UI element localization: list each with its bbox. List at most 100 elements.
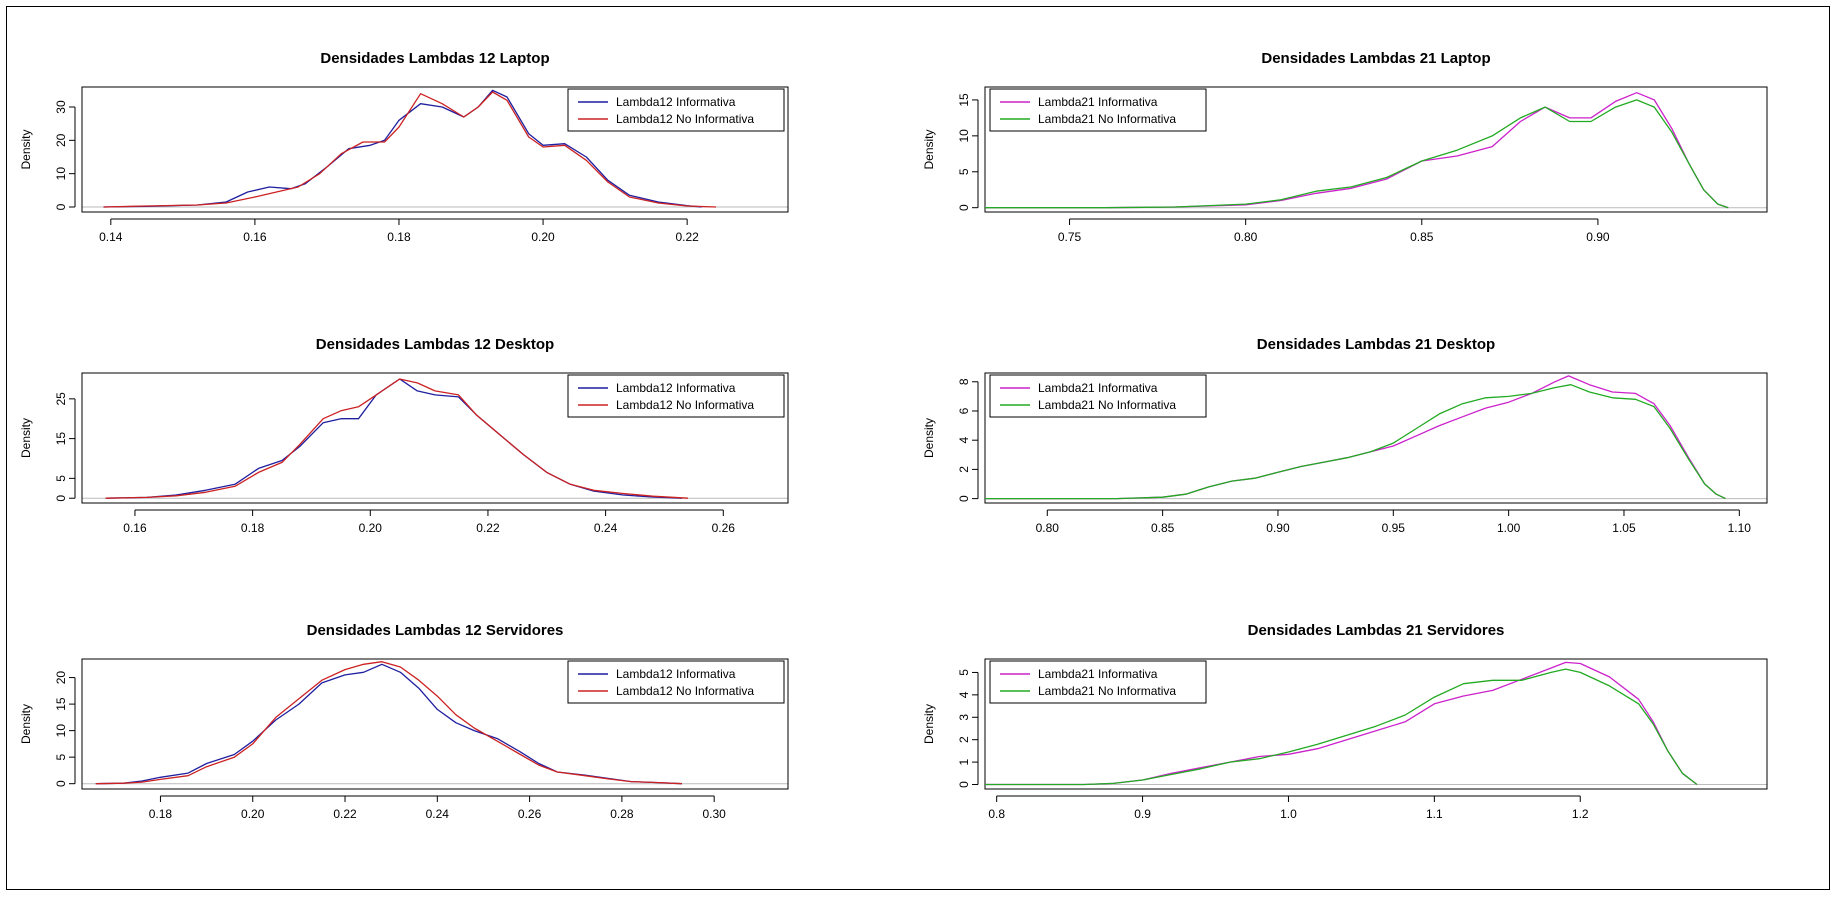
x-tick-label: 0.16 bbox=[123, 521, 147, 535]
y-tick-label: 30 bbox=[54, 100, 68, 114]
series-line bbox=[103, 91, 717, 208]
legend-label: Lambda21 No Informativa bbox=[1038, 398, 1176, 412]
x-tick-label: 0.75 bbox=[1058, 230, 1082, 244]
y-axis-label: Density bbox=[19, 418, 33, 458]
chart-panel: Densidades Lambdas 12 Laptop 0.14 0.16 0.18… bbox=[19, 50, 789, 244]
x-tick-label: 0.90 bbox=[1266, 521, 1290, 535]
legend-label: Lambda12 No Informativa bbox=[616, 684, 754, 698]
series-line bbox=[985, 384, 1726, 500]
legend-box bbox=[567, 374, 785, 418]
y-tick-label: 10 bbox=[54, 167, 68, 181]
legend-label: Lambda12 Informativa bbox=[616, 667, 736, 681]
chart-title: Densidades Lambdas 12 Laptop bbox=[320, 50, 549, 67]
chart-panel: Densidades Lambdas 21 Servidores 0.8 0.9 1.… bbox=[922, 622, 1768, 821]
legend: Lambda12 Informativa Lambda12 No Informat… bbox=[567, 374, 785, 418]
y-tick-label: 0 bbox=[957, 204, 971, 211]
plot-box bbox=[984, 372, 1768, 504]
y-tick-label: 25 bbox=[54, 392, 68, 406]
y-tick-label: 8 bbox=[957, 378, 971, 385]
x-tick-label: 0.18 bbox=[387, 230, 411, 244]
legend-label: Lambda21 Informativa bbox=[1038, 95, 1158, 109]
chart-panel: Densidades Lambdas 21 Laptop 0.75 0.80 0.85… bbox=[922, 50, 1768, 244]
x-tick-label: 0.9 bbox=[1134, 807, 1151, 821]
series-line bbox=[95, 661, 682, 785]
x-tick-label: 0.16 bbox=[243, 230, 267, 244]
x-tick-label: 1.2 bbox=[1572, 807, 1589, 821]
legend-label: Lambda12 Informativa bbox=[616, 95, 736, 109]
legend: Lambda21 Informativa Lambda21 No Informat… bbox=[989, 660, 1207, 704]
x-tick-label: 0.18 bbox=[149, 807, 173, 821]
y-axis-label: Density bbox=[922, 704, 936, 744]
chart-title: Densidades Lambdas 21 Desktop bbox=[1257, 336, 1495, 353]
y-tick-label: 0 bbox=[957, 495, 971, 502]
legend-label: Lambda21 No Informativa bbox=[1038, 112, 1176, 126]
chart-panel: Densidades Lambdas 12 Desktop 0.16 0.18 0.2… bbox=[19, 336, 789, 535]
legend-box bbox=[989, 88, 1207, 132]
x-tick-label: 0.30 bbox=[702, 807, 726, 821]
y-tick-label: 5 bbox=[957, 669, 971, 676]
y-tick-label: 20 bbox=[54, 133, 68, 147]
y-tick-label: 1 bbox=[957, 758, 971, 765]
plot-box bbox=[81, 372, 789, 504]
legend: Lambda21 Informativa Lambda21 No Informat… bbox=[989, 374, 1207, 418]
legend-box bbox=[989, 660, 1207, 704]
y-tick-label: 6 bbox=[957, 407, 971, 414]
x-tick-label: 0.14 bbox=[99, 230, 123, 244]
figure-frame bbox=[6, 6, 1830, 890]
y-axis-label: Density bbox=[922, 418, 936, 458]
series-line bbox=[103, 89, 702, 208]
series-line bbox=[105, 378, 689, 499]
series-line bbox=[985, 668, 1698, 786]
x-tick-label: 1.10 bbox=[1728, 521, 1752, 535]
x-tick-label: 1.1 bbox=[1426, 807, 1443, 821]
plot-box bbox=[984, 86, 1768, 213]
x-tick-label: 0.28 bbox=[610, 807, 634, 821]
x-tick-label: 0.8 bbox=[988, 807, 1005, 821]
legend-label: Lambda21 No Informativa bbox=[1038, 684, 1176, 698]
legend-label: Lambda12 Informativa bbox=[616, 381, 736, 395]
y-axis-label: Density bbox=[19, 129, 33, 169]
chart-panel: Densidades Lambdas 21 Desktop 0.80 0.85 0.9… bbox=[922, 336, 1768, 535]
y-tick-label: 5 bbox=[54, 475, 68, 482]
x-tick-label: 0.90 bbox=[1586, 230, 1610, 244]
x-tick-label: 0.20 bbox=[531, 230, 555, 244]
y-tick-label: 3 bbox=[957, 714, 971, 721]
x-tick-label: 0.18 bbox=[241, 521, 265, 535]
chart-title: Densidades Lambdas 12 Servidores bbox=[307, 622, 564, 639]
x-tick-label: 1.00 bbox=[1497, 521, 1521, 535]
y-tick-label: 15 bbox=[54, 697, 68, 711]
x-tick-label: 0.80 bbox=[1036, 521, 1060, 535]
chart-title: Densidades Lambdas 12 Desktop bbox=[316, 336, 554, 353]
y-tick-label: 5 bbox=[54, 754, 68, 761]
legend-label: Lambda12 No Informativa bbox=[616, 398, 754, 412]
chart-panel: Densidades Lambdas 12 Servidores 0.18 0.20… bbox=[19, 622, 789, 821]
legend-box bbox=[989, 374, 1207, 418]
y-tick-label: 10 bbox=[54, 724, 68, 738]
legend-label: Lambda21 Informativa bbox=[1038, 667, 1158, 681]
y-tick-label: 15 bbox=[957, 93, 971, 107]
y-axis-label: Density bbox=[19, 704, 33, 744]
y-tick-label: 0 bbox=[957, 781, 971, 788]
legend-label: Lambda21 Informativa bbox=[1038, 381, 1158, 395]
y-tick-label: 20 bbox=[54, 671, 68, 685]
y-axis-label: Density bbox=[922, 129, 936, 169]
y-tick-label: 2 bbox=[957, 736, 971, 743]
series-line bbox=[985, 99, 1729, 209]
x-tick-label: 0.95 bbox=[1382, 521, 1406, 535]
x-tick-label: 0.80 bbox=[1234, 230, 1258, 244]
plot-box bbox=[81, 86, 789, 213]
series-line bbox=[985, 661, 1698, 786]
y-tick-label: 10 bbox=[957, 129, 971, 143]
x-tick-label: 0.85 bbox=[1410, 230, 1434, 244]
chart-title: Densidades Lambdas 21 Servidores bbox=[1248, 622, 1505, 639]
y-tick-label: 0 bbox=[54, 203, 68, 210]
x-tick-label: 0.22 bbox=[476, 521, 500, 535]
y-tick-label: 4 bbox=[957, 691, 971, 698]
series-line bbox=[985, 92, 1729, 209]
y-tick-label: 0 bbox=[54, 780, 68, 787]
x-tick-label: 0.20 bbox=[241, 807, 265, 821]
y-tick-label: 15 bbox=[54, 432, 68, 446]
y-tick-label: 2 bbox=[957, 466, 971, 473]
legend: Lambda21 Informativa Lambda21 No Informat… bbox=[989, 88, 1207, 132]
